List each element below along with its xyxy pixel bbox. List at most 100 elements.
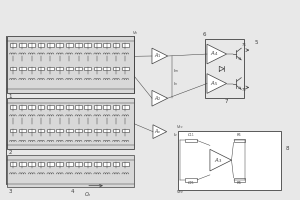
Bar <box>28 129 35 132</box>
Text: $V_n$: $V_n$ <box>132 29 139 37</box>
Bar <box>38 162 44 166</box>
Bar <box>7 36 134 93</box>
Text: $A_3$: $A_3$ <box>214 156 222 165</box>
Bar <box>112 129 119 132</box>
Text: $I_\nu$: $I_\nu$ <box>172 132 177 139</box>
Bar <box>75 162 82 166</box>
Bar <box>38 129 44 132</box>
Bar <box>122 67 129 70</box>
Bar <box>205 39 244 98</box>
Bar <box>28 43 35 47</box>
Polygon shape <box>210 149 232 171</box>
Bar <box>56 162 63 166</box>
Text: 7: 7 <box>225 99 228 104</box>
Bar <box>38 43 44 47</box>
Bar <box>103 43 110 47</box>
Text: $O_n$: $O_n$ <box>84 190 92 199</box>
Text: $R_6$: $R_6$ <box>236 179 243 187</box>
Bar <box>47 162 54 166</box>
Bar <box>28 67 35 70</box>
Bar <box>47 129 54 132</box>
Text: $A_5$: $A_5$ <box>210 79 218 88</box>
Text: $T_1$: $T_1$ <box>242 41 248 49</box>
Polygon shape <box>153 125 167 139</box>
Bar <box>10 105 16 109</box>
Bar <box>103 162 110 166</box>
Text: $I_n$: $I_n$ <box>172 80 177 88</box>
Bar <box>112 67 119 70</box>
Bar <box>7 155 134 187</box>
Bar <box>85 43 92 47</box>
Bar <box>47 105 54 109</box>
Bar <box>38 67 44 70</box>
Bar <box>122 105 129 109</box>
Bar <box>66 162 73 166</box>
Text: $A_\nu$: $A_\nu$ <box>154 127 162 136</box>
Text: 4: 4 <box>70 189 74 194</box>
Bar <box>94 105 101 109</box>
Polygon shape <box>152 48 168 64</box>
Bar <box>66 129 73 132</box>
Bar <box>47 67 54 70</box>
Bar <box>19 162 26 166</box>
Text: $C_{21}$: $C_{21}$ <box>187 179 195 187</box>
Bar <box>19 67 26 70</box>
Text: $I_m$: $I_m$ <box>172 67 178 75</box>
Bar <box>112 105 119 109</box>
Bar <box>10 43 16 47</box>
Bar <box>56 105 63 109</box>
Bar <box>75 105 82 109</box>
Bar <box>85 162 92 166</box>
Polygon shape <box>207 44 226 64</box>
Bar <box>94 43 101 47</box>
Bar <box>47 43 54 47</box>
Bar <box>28 162 35 166</box>
Bar <box>103 67 110 70</box>
Text: $R_5$: $R_5$ <box>236 131 242 139</box>
Text: $T_2$: $T_2$ <box>242 86 248 94</box>
Bar <box>185 139 197 142</box>
Bar <box>94 129 101 132</box>
Text: $V_{cc}$: $V_{cc}$ <box>176 124 184 131</box>
Text: $A_1$: $A_1$ <box>154 52 162 60</box>
Text: 2: 2 <box>8 150 12 155</box>
Text: $C_{11}$: $C_{11}$ <box>187 131 195 139</box>
Bar <box>85 105 92 109</box>
Bar <box>122 162 129 166</box>
Bar <box>94 67 101 70</box>
Bar <box>10 67 16 70</box>
Bar <box>112 43 119 47</box>
Bar <box>75 67 82 70</box>
Bar <box>85 67 92 70</box>
Text: 8: 8 <box>286 146 289 151</box>
Bar <box>19 105 26 109</box>
Bar <box>103 105 110 109</box>
Bar <box>122 43 129 47</box>
Text: 5: 5 <box>254 40 258 45</box>
Bar <box>19 129 26 132</box>
Bar <box>56 43 63 47</box>
Bar <box>10 162 16 166</box>
Bar <box>66 43 73 47</box>
Bar <box>112 162 119 166</box>
Bar <box>19 43 26 47</box>
Text: $A_2$: $A_2$ <box>154 94 162 103</box>
Bar <box>85 129 92 132</box>
Bar <box>75 129 82 132</box>
Text: $A_4$: $A_4$ <box>210 50 218 58</box>
Text: 6: 6 <box>203 32 207 37</box>
Bar <box>7 98 134 149</box>
Polygon shape <box>152 90 168 106</box>
Bar <box>66 67 73 70</box>
Bar <box>185 178 197 182</box>
Bar <box>56 67 63 70</box>
Bar <box>75 43 82 47</box>
Bar <box>38 105 44 109</box>
Bar <box>10 129 16 132</box>
Bar <box>56 129 63 132</box>
Bar <box>233 139 245 142</box>
Text: $V_{ee}$: $V_{ee}$ <box>176 189 184 196</box>
Bar <box>94 162 101 166</box>
Bar <box>103 129 110 132</box>
Bar <box>28 105 35 109</box>
